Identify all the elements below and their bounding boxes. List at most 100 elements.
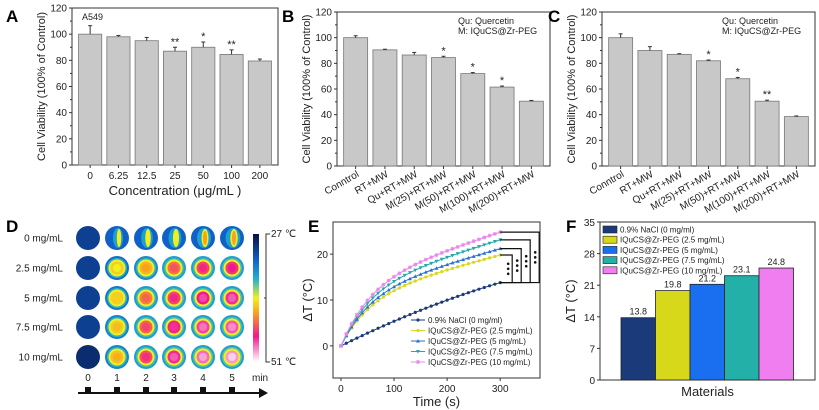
x-tick-label: 100	[386, 384, 403, 395]
data-point	[418, 260, 423, 265]
bar	[754, 100, 780, 167]
time-tick-marker	[171, 387, 177, 392]
y-axis-label: ΔT (°C)	[563, 279, 578, 322]
data-point	[418, 266, 423, 270]
significance-dot	[533, 256, 537, 259]
data-point	[450, 266, 455, 271]
legend-swatch	[602, 256, 618, 264]
thermal-spot	[170, 294, 178, 302]
cell-line-label: A549	[82, 12, 103, 22]
y-tick-label: 120	[315, 8, 332, 19]
data-point	[349, 321, 354, 326]
y-tick-label: 14	[584, 313, 596, 324]
data-point	[482, 285, 486, 290]
bar	[134, 40, 159, 166]
data-point	[376, 291, 381, 296]
legend-entry: IQuCS@Zr-PEG (2.5 mg/mL)	[620, 236, 725, 245]
data-point	[461, 242, 466, 247]
data-point	[392, 289, 396, 293]
bar	[666, 53, 692, 167]
data-point	[450, 254, 455, 258]
y-tick-label: 100	[315, 33, 332, 44]
significance-dot	[515, 269, 519, 272]
data-point	[492, 231, 497, 236]
data-label: 21.2	[698, 273, 716, 283]
thermal-spot-zone	[116, 229, 122, 247]
thermal-spot	[142, 353, 150, 361]
significance-dot	[524, 259, 528, 263]
data-point	[456, 294, 460, 298]
y-tick-label: 20	[56, 134, 68, 145]
y-tick-label: 40	[56, 108, 68, 119]
data-point	[370, 292, 375, 297]
data-point	[445, 248, 450, 253]
bar	[460, 73, 486, 167]
data-point	[407, 265, 412, 270]
y-tick-label: 0	[589, 376, 595, 387]
data-point	[386, 278, 391, 283]
data-point	[423, 270, 428, 274]
data-point	[365, 307, 370, 312]
data-point	[408, 281, 412, 285]
data-point	[466, 262, 470, 266]
legend-entry: 0.9% NaCl (0 mg/ml)	[620, 226, 695, 235]
thermal-spot	[76, 226, 100, 250]
data-point	[482, 243, 487, 247]
y-tick-label: 60	[56, 82, 68, 93]
panel-f: F 0 7 14 21 28 35 13.8 19.8 21.2 23.1 24.8 Materials…	[563, 217, 816, 399]
data-point	[439, 257, 444, 262]
x-tick-label: 25	[169, 171, 181, 182]
data-point	[360, 310, 365, 315]
significance-mark: **	[227, 39, 236, 51]
data-point	[440, 300, 444, 304]
data-point	[429, 273, 433, 277]
data-point	[466, 248, 471, 253]
data-point	[397, 317, 401, 321]
y-tick-label: 28	[584, 250, 596, 261]
panel-letter: A	[6, 7, 18, 26]
significance-dot	[524, 254, 528, 258]
bar	[247, 60, 272, 166]
row-label-concentration: 0 mg/mL	[24, 234, 63, 245]
thermal-spot-zone	[145, 229, 151, 247]
bar	[689, 283, 725, 381]
y-axis-label: Cell Viability (100% of Control)	[566, 15, 578, 164]
data-point	[423, 257, 428, 262]
thermal-spot	[113, 323, 121, 331]
x-tick-label: 200	[252, 171, 269, 182]
series-0	[339, 280, 502, 348]
data-point	[434, 271, 439, 275]
colorbar-min-label: 51 ℃	[271, 357, 296, 368]
bar	[489, 86, 515, 167]
x-tick-label: 50	[198, 171, 210, 182]
data-point	[493, 254, 497, 259]
data-point	[413, 279, 417, 283]
bar	[191, 46, 216, 166]
y-tick-label: 80	[321, 59, 333, 70]
data-point	[376, 295, 381, 300]
data-point	[376, 326, 380, 330]
legend-note-quercetin: Qu: Quercetin	[458, 16, 514, 26]
significance-dot	[515, 264, 519, 267]
time-label: 5	[229, 373, 235, 384]
row-label-concentration: 7.5 mg/mL	[16, 323, 64, 334]
y-tick-label: 60	[321, 85, 333, 96]
data-point	[434, 259, 439, 264]
y-tick-label: 0	[326, 162, 332, 173]
time-tick-marker	[229, 387, 235, 392]
thermal-spot	[170, 264, 178, 272]
row-label-concentration: 2.5 mg/mL	[16, 264, 64, 275]
thermal-spot	[113, 294, 121, 302]
time-tick-marker	[143, 387, 149, 392]
data-point	[416, 350, 420, 354]
data-point	[413, 262, 418, 267]
thermal-spot-zone	[203, 231, 207, 245]
legend-entry: 0.9% NaCl (0 mg/ml)	[428, 316, 503, 325]
data-point	[344, 341, 348, 345]
y-tick-label: 35	[584, 218, 596, 229]
y-tick-label: 60	[586, 85, 598, 96]
data-point	[445, 262, 450, 267]
x-axis-label: Concentration (μg/mL )	[109, 183, 242, 198]
thermal-spot	[113, 264, 121, 272]
legend-note-quercetin: Qu: Quercetin	[722, 16, 778, 26]
